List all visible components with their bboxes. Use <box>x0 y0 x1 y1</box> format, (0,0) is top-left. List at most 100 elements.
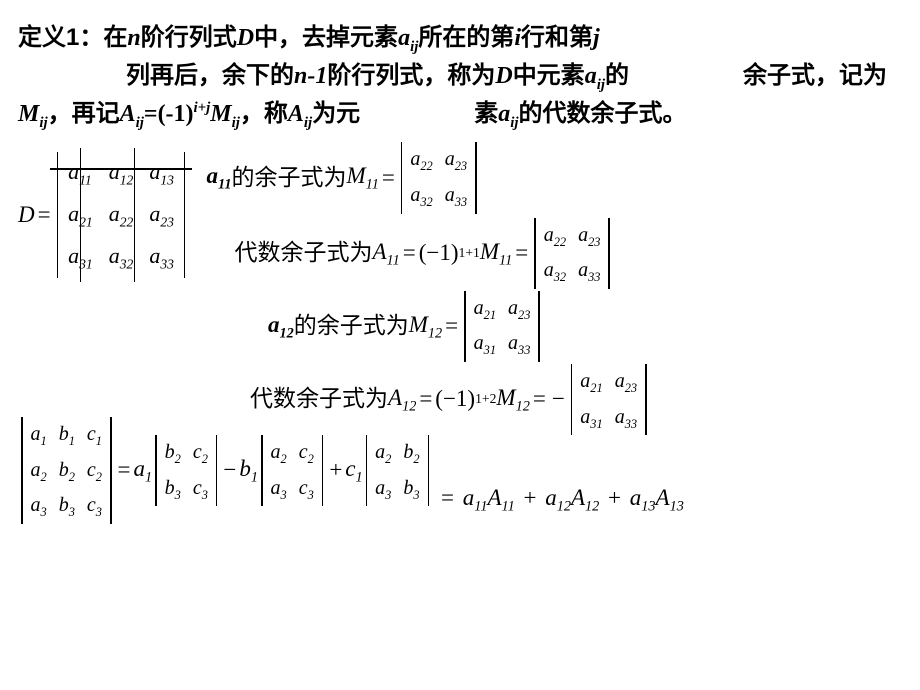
eq: = <box>38 198 51 233</box>
term-cofactor: 代数余子式 <box>542 101 662 127</box>
plus: + <box>329 453 342 488</box>
var-a: a <box>585 63 597 89</box>
var-a: a <box>498 101 510 127</box>
sub-ij: ij <box>597 77 605 93</box>
det-ac: a2c2 a3c3 <box>261 435 323 506</box>
t: 在 <box>103 25 127 51</box>
tail-expression: = a11A11 + a12A12 + a13A13 <box>438 481 684 518</box>
var-D: D <box>237 25 254 51</box>
det-a11: a22a23 a32a33 <box>534 218 610 289</box>
t: 为元 <box>312 101 360 127</box>
var-n1: n-1 <box>294 63 327 89</box>
sub: ij <box>232 115 240 131</box>
t: 中元素 <box>513 63 585 89</box>
sub: ij <box>304 115 312 131</box>
strike-row1 <box>50 168 193 170</box>
sub: 12 <box>428 325 442 341</box>
t: ，再记 <box>48 101 120 127</box>
var-M: M <box>409 312 428 337</box>
t: 阶行列式 <box>141 25 237 51</box>
var-j: j <box>593 25 600 51</box>
det-D: a11a12a13 a21a22a23 a31a32a33 <box>54 152 189 278</box>
var-D: D <box>18 198 35 233</box>
det-abc: a1b1c1 a2b2c2 a3b3c3 <box>21 417 112 524</box>
label-minor: 的余子式为 <box>231 161 346 196</box>
definition-line1: 在n阶行列式D中，去掉元素aij所在的第i行和第j <box>103 20 599 58</box>
var-M: M <box>480 239 499 264</box>
eq: =(-1) <box>144 101 194 127</box>
exp: 1+1 <box>459 243 480 263</box>
t: 的 <box>605 63 629 89</box>
t: 行和第 <box>521 25 593 51</box>
var-D: D <box>495 63 512 89</box>
det-a12: a21a23 a31a33 <box>571 364 647 435</box>
matrix-D-block: D = a11a12a13 a21a22a23 a31a32a33 <box>18 152 188 278</box>
var-i: i <box>514 25 521 51</box>
sub: 1 <box>145 470 152 486</box>
eq: = <box>118 453 131 488</box>
eq: = <box>419 382 432 417</box>
t: 的 <box>518 101 542 127</box>
var-A: A <box>388 385 402 410</box>
t: ，记为 <box>815 63 887 89</box>
det-m12: a21a23 a31a33 <box>464 291 540 362</box>
sub: ij <box>39 115 47 131</box>
row-d-and-m11: D = a11a12a13 a21a22a23 a31a32a33 a11 的余… <box>18 142 902 288</box>
strike-col2 <box>134 148 136 282</box>
var-M: M <box>18 101 39 127</box>
t: 中，去掉元素 <box>254 25 398 51</box>
var-A: A <box>372 239 386 264</box>
det-m11: a22a23 a32a33 <box>401 142 477 213</box>
sup-ipj: i+j <box>194 100 211 116</box>
term-minor: 余子式 <box>743 63 815 89</box>
t: 。 <box>662 101 686 127</box>
definition-block: 定义1： 在n阶行列式D中，去掉元素aij所在的第i行和第j 列再后，余下的n-… <box>18 20 902 134</box>
var-n: n <box>127 25 140 51</box>
var-M: M <box>346 163 365 188</box>
sub: 12 <box>402 399 416 415</box>
sub: 12 <box>280 325 294 341</box>
line-m11: a11 的余子式为 M11 = a22a23 a32a33 <box>206 142 902 213</box>
neg1: (−1) <box>419 236 459 271</box>
exp: 1+2 <box>475 389 496 409</box>
var-M: M <box>210 101 231 127</box>
right-column-1: a11 的余子式为 M11 = a22a23 a32a33 代数余子式为 A11… <box>206 142 902 288</box>
sub: 1 <box>356 470 363 486</box>
label-cofactor: 代数余子式为 <box>250 382 388 417</box>
neg1: (−1) <box>435 382 475 417</box>
line-m12: a12 的余子式为 M12 = a21a23 a31a33 <box>268 291 902 362</box>
var-A: A <box>288 101 304 127</box>
sub: 11 <box>499 252 512 268</box>
strike-col1 <box>80 148 82 282</box>
var-a: a <box>398 25 410 51</box>
t: 列再后，余下的 <box>126 63 294 89</box>
sub: 11 <box>387 252 400 268</box>
bottom-expansion: a1b1c1 a2b2c2 a3b3c3 = a1 b2c2 b3c3 − b1… <box>18 417 902 524</box>
sub: ij <box>136 115 144 131</box>
definition-label: 定义1： <box>18 20 103 56</box>
sub: 11 <box>366 177 379 193</box>
minus: − <box>223 453 236 488</box>
definition-line2: 列再后，余下的n-1阶行列式，称为D中元素aij的 <box>126 63 635 89</box>
coef: a <box>133 456 145 481</box>
sub: 1 <box>251 470 258 486</box>
definition-line4: 素aij的代数余子式。 <box>474 101 686 127</box>
det-bc: b2c2 b3c3 <box>155 435 217 506</box>
sub: 12 <box>516 399 530 415</box>
t: 素 <box>474 101 498 127</box>
t: 阶行列式，称为 <box>327 63 495 89</box>
var-A: A <box>120 101 136 127</box>
eq: = <box>403 236 416 271</box>
sub: 11 <box>218 177 231 193</box>
var-a11: a <box>206 163 218 188</box>
eq: = <box>515 236 528 271</box>
coef: b <box>239 456 251 481</box>
t: 所在的第 <box>418 25 514 51</box>
label-minor: 的余子式为 <box>294 309 409 344</box>
line-a11: 代数余子式为 A11 = (−1)1+1 M11 = a22a23 a32a33 <box>234 218 902 289</box>
t: ，称 <box>240 101 288 127</box>
eq: = <box>445 309 458 344</box>
var-M: M <box>496 385 515 410</box>
label-cofactor: 代数余子式为 <box>234 236 372 271</box>
var-a12: a <box>268 312 280 337</box>
